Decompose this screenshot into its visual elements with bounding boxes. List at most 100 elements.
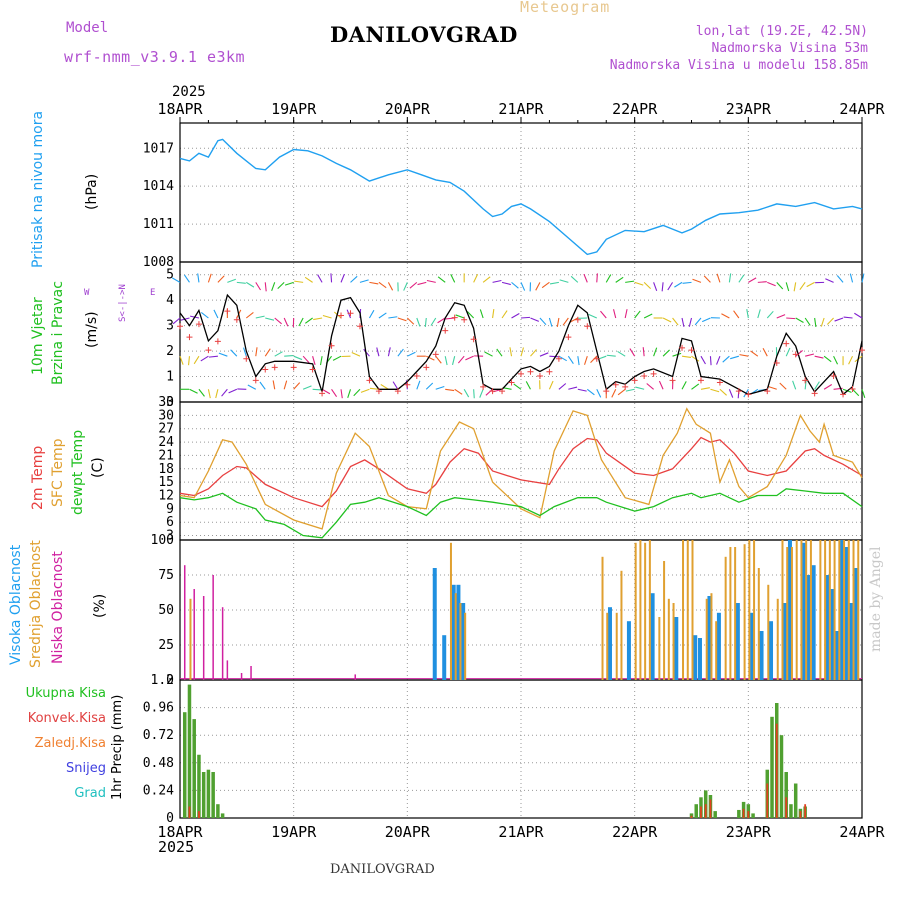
panel-frame-precip bbox=[179, 679, 863, 819]
cloud-mid-bar bbox=[724, 556, 727, 680]
wind-arrow bbox=[688, 317, 693, 327]
wind-arrow bbox=[577, 356, 580, 366]
cloud-mid-bar bbox=[705, 598, 708, 680]
pressure-series-line bbox=[179, 138, 863, 256]
wind-arrow bbox=[183, 274, 190, 283]
wind-gust-marker bbox=[584, 323, 591, 330]
wind-gust-marker bbox=[536, 373, 543, 380]
wind-arrow bbox=[700, 355, 706, 365]
cloud-high-bar bbox=[451, 584, 456, 680]
compass-e: E bbox=[150, 288, 156, 298]
wind-arrow bbox=[392, 381, 399, 390]
cloud-mid-bar bbox=[781, 540, 784, 680]
wind-arrow bbox=[672, 317, 679, 326]
wind-arrow bbox=[179, 355, 184, 365]
wind-arrow bbox=[525, 381, 531, 390]
wind-arrow bbox=[716, 355, 721, 365]
wind-arrow bbox=[200, 312, 209, 319]
cloud-high-bar bbox=[697, 638, 702, 680]
cloud-mid-bar bbox=[857, 540, 860, 680]
wind-arrow bbox=[556, 317, 560, 327]
cloud-high-bar bbox=[769, 621, 774, 680]
wind-arrow bbox=[350, 275, 358, 283]
wind-arrow bbox=[331, 388, 338, 398]
wind-arrow bbox=[662, 317, 672, 323]
wind-arrow bbox=[397, 317, 407, 322]
wind-arrow bbox=[748, 277, 757, 283]
wind-arrow bbox=[833, 355, 839, 365]
wind-arrow bbox=[302, 355, 310, 364]
x-tick-label-top: 24APR bbox=[839, 100, 885, 118]
wind-gust-marker bbox=[555, 355, 562, 362]
wind-arrow bbox=[667, 282, 674, 291]
cloud-high-bar bbox=[806, 575, 811, 680]
cloud-mid-bar bbox=[663, 561, 666, 680]
cloud-high-bar bbox=[461, 603, 466, 680]
cloud-mid-bar bbox=[449, 542, 452, 680]
wind-arrow bbox=[302, 385, 312, 390]
wind-arrow bbox=[605, 274, 612, 283]
cloud-mid-bar bbox=[686, 540, 689, 680]
model-label: Model bbox=[66, 20, 109, 36]
wind-arrow bbox=[259, 381, 266, 390]
wind-arrow bbox=[539, 352, 549, 357]
wind-arrow bbox=[848, 355, 854, 365]
wind-arrow bbox=[558, 383, 567, 390]
y-tick-label: 33 bbox=[158, 395, 174, 410]
y-tick-label: 0.48 bbox=[143, 756, 174, 771]
wind-arrow bbox=[484, 351, 493, 357]
cloud-high-bar bbox=[693, 635, 698, 680]
wind-arrow bbox=[806, 281, 815, 288]
precip-total-bar bbox=[216, 804, 220, 818]
wind-gust-marker bbox=[650, 370, 657, 377]
wind-arrow bbox=[694, 317, 702, 326]
wind-arrow bbox=[312, 356, 316, 365]
precip-conv-bar bbox=[690, 815, 693, 818]
wind-arrow bbox=[559, 279, 569, 283]
wind-arrow bbox=[426, 355, 435, 361]
wind-arrow bbox=[397, 348, 404, 357]
year-bottom: 2025 bbox=[158, 838, 195, 856]
wind-arrow bbox=[646, 383, 654, 390]
wind-gust-marker bbox=[413, 373, 420, 380]
precip-total-bar bbox=[770, 716, 774, 818]
cloud-mid-bar bbox=[634, 542, 637, 680]
cloud-mid-bar bbox=[767, 584, 770, 680]
wind-arrow bbox=[293, 355, 303, 361]
wind-gust-marker bbox=[735, 388, 742, 395]
wind-arrow bbox=[738, 274, 745, 283]
x-tick-label-top: 18APR bbox=[157, 100, 203, 118]
temp-series-2 bbox=[179, 488, 863, 539]
wind-arrow bbox=[380, 384, 389, 390]
wind-gust-marker bbox=[252, 377, 259, 384]
page-title: DANILOVGRAD bbox=[330, 22, 518, 47]
wind-arrow bbox=[625, 388, 635, 392]
wind-arrow bbox=[583, 273, 588, 283]
wind-arrow bbox=[479, 309, 484, 319]
wind-gust-marker bbox=[622, 383, 629, 390]
wind-arrow bbox=[511, 313, 520, 319]
wind-arrow bbox=[330, 273, 333, 283]
wind-arrow bbox=[805, 353, 815, 357]
cloud-mid-bar bbox=[748, 540, 751, 680]
wind-gust-marker bbox=[679, 344, 686, 351]
y-tick-label: 2 bbox=[166, 344, 174, 359]
cloud-mid-bar bbox=[682, 540, 685, 680]
wind-gust-marker bbox=[792, 351, 799, 358]
wind-arrow bbox=[814, 381, 820, 390]
wind-arrow bbox=[496, 348, 503, 357]
precip-total-bar bbox=[751, 813, 755, 818]
wind-arrow bbox=[681, 317, 685, 327]
footer-station: DANILOVGRAD bbox=[330, 862, 435, 877]
wind-gust-marker bbox=[328, 342, 335, 349]
x-tick-label-top: 20APR bbox=[385, 100, 431, 118]
wind-gust-marker bbox=[527, 368, 534, 375]
wind-gust-marker bbox=[366, 377, 373, 384]
wind-arrow bbox=[509, 347, 513, 357]
wind-arrow bbox=[799, 282, 806, 290]
wind-arrow bbox=[368, 309, 375, 319]
cloud-high-bar bbox=[840, 540, 845, 680]
wind-arrow bbox=[444, 356, 448, 366]
wind-gust-marker bbox=[442, 327, 449, 334]
temp-series-1 bbox=[179, 407, 863, 530]
